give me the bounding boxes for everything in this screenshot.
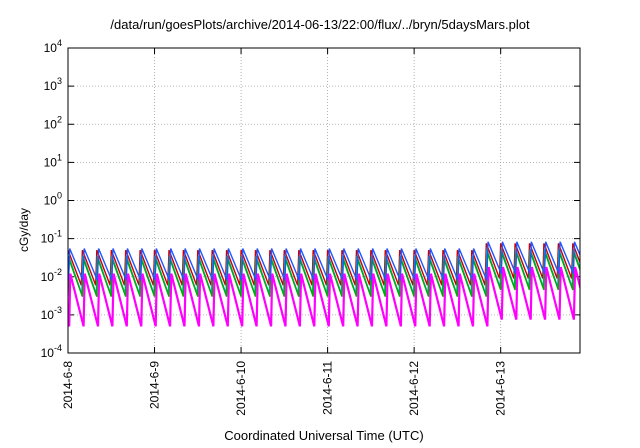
y-tick-label: 104	[44, 38, 62, 55]
y-tick-label: 10-1	[41, 229, 62, 246]
y-tick-label: 100	[44, 191, 62, 208]
y-tick-label: 10-3	[41, 305, 62, 322]
x-tick-label: 2014-6-10	[234, 361, 248, 416]
series-line	[68, 241, 580, 281]
y-axis-label: cGy/day	[17, 207, 31, 253]
x-tick-label: 2014-6-13	[494, 361, 508, 416]
x-tick-label: 2014-6-9	[148, 361, 162, 409]
series-line	[68, 266, 580, 327]
x-tick-label: 2014-6-12	[407, 361, 421, 416]
x-axis-label: Coordinated Universal Time (UTC)	[224, 428, 424, 443]
y-tick-label: 103	[44, 76, 62, 93]
y-tick-label: 10-2	[41, 267, 62, 284]
series-line	[68, 243, 580, 286]
y-tick-label: 102	[44, 114, 62, 131]
y-tick-label: 101	[44, 152, 62, 169]
y-tick-label: 10-4	[41, 343, 62, 360]
x-tick-label: 2014-6-11	[321, 361, 335, 415]
x-tick-label: 2014-6-8	[61, 361, 75, 409]
plot-frame	[67, 47, 581, 354]
chart-title: /data/run/goesPlots/archive/2014-06-13/2…	[110, 17, 530, 32]
